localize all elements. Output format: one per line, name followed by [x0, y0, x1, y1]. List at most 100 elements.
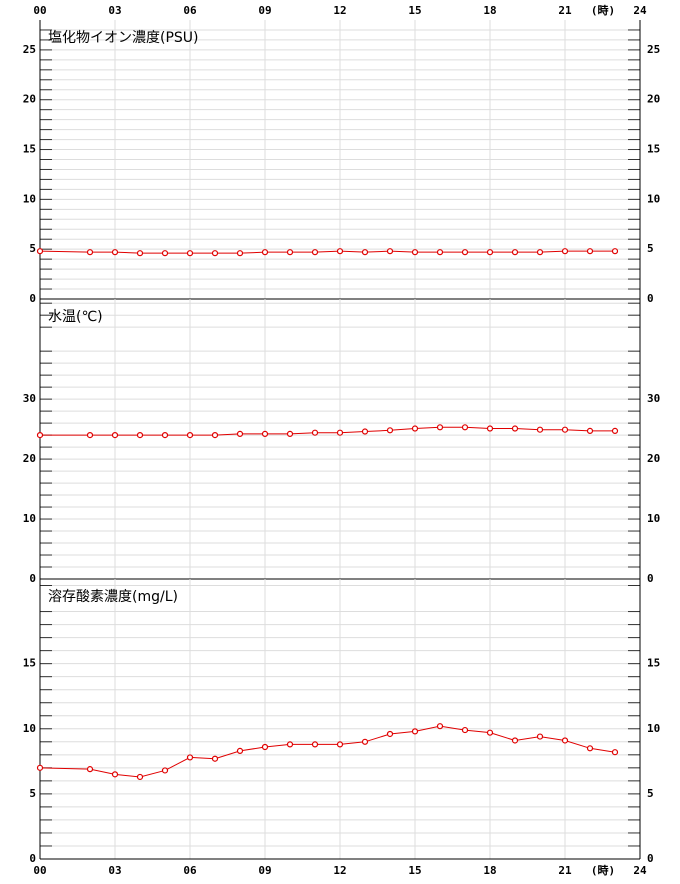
data-point: [461, 249, 469, 256]
y-tick-label: 20: [647, 93, 660, 106]
y-tick-label: 10: [23, 512, 36, 525]
data-point: [461, 726, 469, 734]
data-point: [36, 764, 44, 771]
data-point: [536, 426, 544, 433]
y-tick-label: 0: [29, 292, 36, 305]
y-tick-label: 15: [23, 143, 36, 156]
y-tick-label: 30: [647, 392, 660, 405]
data-point: [436, 424, 444, 431]
data-point: [211, 432, 219, 439]
x-tick-label: 00: [33, 4, 46, 17]
x-tick-label: 15: [408, 864, 421, 877]
data-point: [386, 427, 394, 434]
data-point: [511, 737, 519, 744]
y-tick-label: 5: [29, 787, 36, 800]
data-point: [511, 249, 519, 256]
data-point: [286, 430, 294, 438]
data-point: [386, 248, 394, 255]
panel-title: 塩化物イオン濃度(PSU): [48, 30, 199, 46]
data-point: [561, 248, 569, 255]
data-point: [236, 430, 244, 438]
data-point: [361, 249, 369, 256]
data-point: [336, 248, 344, 255]
data-point: [86, 249, 94, 256]
y-tick-label: 5: [29, 242, 36, 255]
data-point: [161, 767, 169, 774]
data-point: [111, 432, 119, 439]
x-tick-label: 06: [183, 864, 197, 877]
data-point: [236, 747, 244, 755]
data-point: [136, 432, 144, 439]
data-point: [136, 773, 144, 781]
data-point: [286, 249, 294, 256]
y-tick-label: 0: [647, 852, 654, 865]
data-point: [586, 427, 594, 435]
data-point: [561, 426, 569, 433]
x-tick-label: 24: [633, 4, 647, 17]
data-point: [411, 728, 419, 735]
x-unit-label: (時): [591, 3, 615, 17]
data-point: [461, 424, 469, 431]
y-tick-label: 20: [647, 452, 660, 465]
y-tick-label: 5: [647, 242, 654, 255]
data-point: [336, 429, 344, 436]
data-point: [536, 249, 544, 256]
x-tick-label: 15: [408, 4, 421, 17]
data-point: [611, 248, 619, 255]
data-point: [586, 248, 594, 255]
data-point: [386, 730, 394, 738]
data-point: [311, 429, 319, 436]
panel-title: 溶存酸素濃度(mg/L): [48, 589, 178, 605]
data-point: [486, 249, 494, 256]
data-point: [236, 250, 244, 257]
data-point: [486, 425, 494, 432]
data-point: [186, 432, 194, 439]
data-point: [186, 250, 194, 257]
y-tick-label: 15: [647, 657, 660, 670]
y-tick-label: 15: [647, 143, 660, 156]
y-tick-label: 20: [23, 452, 36, 465]
data-point: [36, 248, 44, 255]
data-point: [136, 250, 144, 257]
x-unit-label: (時): [591, 863, 615, 877]
x-tick-label: 09: [258, 864, 271, 877]
x-tick-label: 00: [33, 864, 46, 877]
data-point: [311, 249, 319, 256]
y-tick-label: 5: [647, 787, 654, 800]
data-point: [211, 755, 219, 762]
data-point: [411, 249, 419, 256]
y-tick-label: 20: [23, 93, 36, 106]
data-point: [511, 425, 519, 432]
data-point: [286, 741, 294, 748]
y-tick-label: 15: [23, 657, 36, 670]
data-point: [536, 733, 544, 740]
data-point: [86, 766, 94, 773]
panel-title: 水温(℃): [48, 309, 103, 325]
data-point: [186, 754, 194, 761]
data-point: [261, 430, 269, 438]
data-point: [361, 428, 369, 435]
y-tick-label: 0: [29, 852, 36, 865]
x-tick-label: 03: [108, 864, 121, 877]
data-point: [111, 771, 119, 778]
data-point: [161, 432, 169, 439]
x-tick-label: 24: [633, 864, 647, 877]
x-tick-label: 21: [558, 864, 572, 877]
x-tick-label: 18: [483, 864, 496, 877]
y-tick-label: 10: [23, 722, 36, 735]
x-tick-label: 03: [108, 4, 121, 17]
data-point: [261, 743, 269, 751]
y-tick-label: 25: [23, 43, 36, 56]
y-tick-label: 0: [29, 572, 36, 585]
data-point: [211, 250, 219, 257]
data-point: [561, 737, 569, 744]
x-tick-label: 06: [183, 4, 197, 17]
data-point: [86, 432, 94, 439]
x-tick-label: 21: [558, 4, 572, 17]
data-point: [311, 741, 319, 748]
data-point: [261, 249, 269, 256]
x-tick-label: 12: [333, 4, 346, 17]
y-tick-label: 30: [23, 392, 36, 405]
data-point: [436, 249, 444, 256]
x-tick-label: 09: [258, 4, 271, 17]
